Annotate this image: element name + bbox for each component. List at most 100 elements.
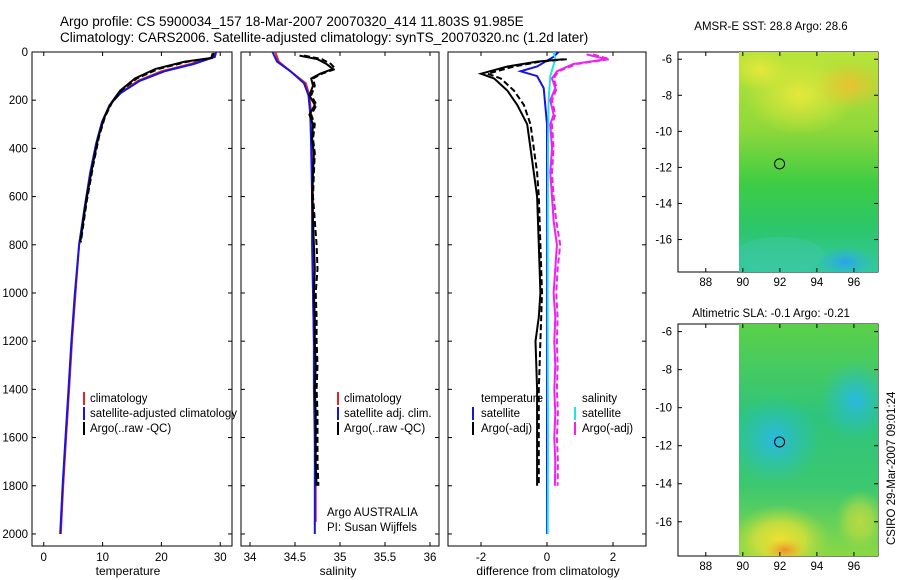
temperature-panel xyxy=(31,51,233,547)
salinity-legend: climatology satellite adj. clim. Argo(..… xyxy=(327,392,432,534)
argo-pi: PI: Susan Wijffels xyxy=(327,522,417,534)
sst-ytick-label: -14 xyxy=(655,198,672,210)
salinity-xlabel: salinity xyxy=(320,564,357,578)
legend-climatology: climatology xyxy=(344,393,402,405)
salinity-x-ticks: 34 34.5 35 35.5 36 xyxy=(241,51,439,564)
temperature-line-argo-raw xyxy=(79,52,215,243)
legend-sal-satellite: satellite xyxy=(582,408,621,420)
difference-xlabel: difference from climatology xyxy=(476,564,619,578)
salinity-xtick-label: 35 xyxy=(334,552,347,564)
sst-map-title: AMSR-E SST: 28.8 Argo: 28.6 xyxy=(694,21,847,33)
credit-stamp: CSIRO 29-Mar-2007 09:01:24 xyxy=(886,391,898,545)
depth-tick-label: 1000 xyxy=(2,288,28,300)
salinity-xtick-label: 34.5 xyxy=(284,552,306,564)
sla-low-patch-east xyxy=(820,360,878,440)
legend-argo: Argo(..raw -QC) xyxy=(344,423,425,435)
sla-x-ticks: 88 90 92 94 96 xyxy=(699,324,860,573)
difference-line-salinity-argo-raw xyxy=(550,53,610,486)
sla-high-patch xyxy=(739,505,830,556)
temperature-x-ticks: 0 10 20 30 xyxy=(32,51,232,564)
temperature-xtick-label: 10 xyxy=(96,552,109,564)
sst-warm-patch-west xyxy=(739,52,790,90)
difference-line-salinity-argo-adj- xyxy=(549,53,607,486)
sla-ytick-label: -14 xyxy=(655,479,672,491)
sst-x-ticks: 88 90 92 94 96 xyxy=(699,52,860,289)
sla-ytick-label: -16 xyxy=(655,517,672,529)
sla-xtick-label: 96 xyxy=(848,561,861,573)
sst-ytick-label: -8 xyxy=(662,90,672,102)
difference-line-temperature-argo-adj- xyxy=(477,58,564,486)
sla-ytick-label: -10 xyxy=(655,403,672,415)
depth-tick-label: 400 xyxy=(9,143,28,155)
sst-heatmap xyxy=(739,52,878,272)
sst-xtick-label: 92 xyxy=(773,277,786,289)
difference-legend: temperature satellite Argo(-adj) salinit… xyxy=(472,393,633,435)
difference-xtick-label: -2 xyxy=(476,552,486,564)
depth-tick-label: 1400 xyxy=(2,384,28,396)
salinity-series xyxy=(271,51,338,534)
sla-xtick-label: 94 xyxy=(810,561,823,573)
legend-title-salinity: salinity xyxy=(582,393,617,405)
sla-low-patch-west xyxy=(739,395,820,485)
sst-ytick-label: -6 xyxy=(662,54,672,66)
sla-ytick-label: -6 xyxy=(662,327,672,339)
salinity-xtick-label: 34 xyxy=(244,552,257,564)
difference-line-salinity-satellite xyxy=(546,51,557,535)
depth-tick-label: 600 xyxy=(9,192,28,204)
salinity-xtick-label: 35.5 xyxy=(374,552,396,564)
sst-cool-band xyxy=(739,237,825,272)
legend-climatology: climatology xyxy=(90,393,148,405)
sla-xtick-label: 92 xyxy=(773,561,786,573)
sst-y-ticks: -6 -8 -10 -12 -14 -16 xyxy=(655,54,878,247)
sla-high-core xyxy=(763,538,807,556)
sla-xtick-label: 90 xyxy=(736,561,749,573)
legend-argo: Argo(..raw -QC) xyxy=(90,423,171,435)
sla-argo-location-marker xyxy=(774,436,786,448)
legend-satellite-adj: satellite adj. clim. xyxy=(344,408,432,420)
sst-argo-location-marker xyxy=(774,158,786,170)
sst-xtick-label: 94 xyxy=(810,277,823,289)
argo-institution: Argo AUSTRALIA xyxy=(327,507,418,519)
depth-tick-label: 1600 xyxy=(2,433,28,445)
sst-ytick-label: -10 xyxy=(655,126,672,138)
sla-high-patch-east xyxy=(835,490,878,550)
difference-xtick-label: 0 xyxy=(544,552,550,564)
temperature-xtick-label: 0 xyxy=(41,552,47,564)
legend-sal-argo: Argo(-adj) xyxy=(582,423,633,435)
temperature-legend: climatology satellite-adjusted climatolo… xyxy=(83,392,237,435)
sst-warm-core xyxy=(815,60,878,110)
depth-tick-label: 800 xyxy=(9,240,28,252)
salinity-panel xyxy=(240,51,440,547)
sla-ytick-label: -8 xyxy=(662,365,672,377)
temperature-series xyxy=(59,51,218,535)
legend-temp-satellite: satellite xyxy=(481,408,520,420)
legend-satellite-adjusted: satellite-adjusted climatology xyxy=(90,408,237,420)
depth-tick-label: 1200 xyxy=(2,336,28,348)
temperature-xlabel: temperature xyxy=(96,564,161,578)
difference-xtick-label: 2 xyxy=(610,552,616,564)
figure-title-line1: Argo profile: CS 5900034_157 18-Mar-2007… xyxy=(60,14,524,29)
depth-tick-label: 0 xyxy=(22,47,28,59)
legend-temp-argo: Argo(-adj) xyxy=(481,423,532,435)
sst-ytick-label: -12 xyxy=(655,162,672,174)
sla-y-ticks: -6 -8 -10 -12 -14 -16 xyxy=(655,327,878,529)
sst-xtick-label: 96 xyxy=(848,277,861,289)
temperature-xtick-label: 20 xyxy=(155,552,168,564)
difference-series xyxy=(477,51,610,535)
sst-ytick-label: -16 xyxy=(655,235,672,247)
sla-heatmap xyxy=(739,324,878,556)
difference-line-temperature-argo-raw xyxy=(484,58,567,486)
sla-map-title: Altimetric SLA: -0.1 Argo: -0.21 xyxy=(692,308,850,320)
salinity-line-argo-raw xyxy=(303,54,338,486)
sst-xtick-label: 90 xyxy=(736,277,749,289)
temperature-xtick-label: 30 xyxy=(214,552,227,564)
sst-xtick-label: 88 xyxy=(699,277,712,289)
depth-tick-label: 200 xyxy=(9,95,28,107)
depth-tick-label: 2000 xyxy=(2,529,28,541)
depth-tick-label: 1800 xyxy=(2,481,28,493)
salinity-xtick-label: 36 xyxy=(424,552,437,564)
difference-x-ticks: -2 0 2 xyxy=(448,51,646,564)
sst-cool-patch xyxy=(815,246,875,272)
depth-axis: 0 200 400 600 800 1000 1200 1400 1600 1800 2000 xyxy=(2,47,28,541)
